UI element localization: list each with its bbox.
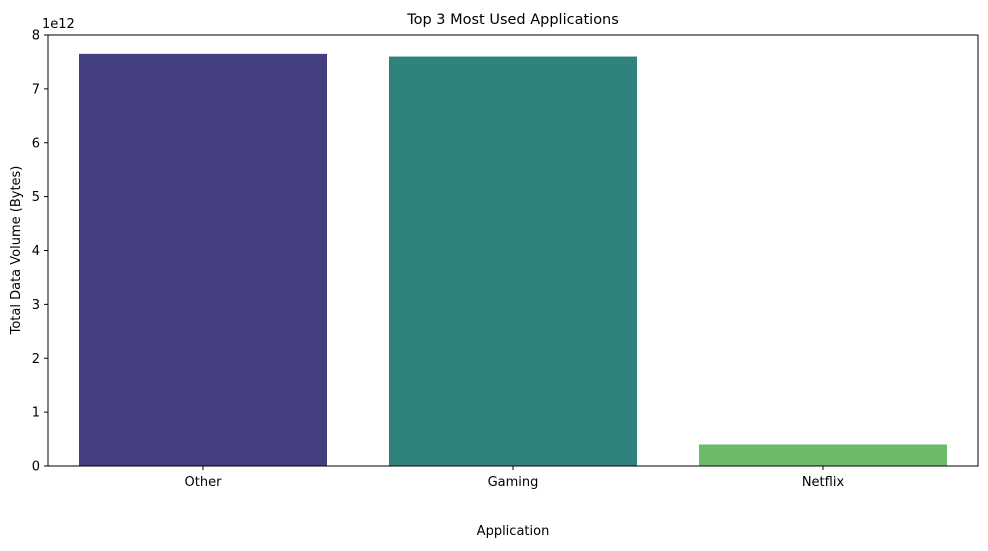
x-tick-label: Netflix bbox=[802, 475, 845, 490]
bar-netflix bbox=[699, 444, 947, 466]
x-axis: Other Gaming Netflix bbox=[185, 466, 845, 490]
bar-other bbox=[79, 53, 327, 466]
y-axis: 0 1 2 3 4 5 6 7 8 bbox=[32, 29, 48, 475]
y-axis-label: Total Data Volume (Bytes) bbox=[9, 166, 24, 336]
y-axis-offset-label: 1e12 bbox=[42, 17, 75, 32]
y-tick-label: 1 bbox=[32, 406, 40, 421]
y-tick-label: 2 bbox=[32, 352, 40, 367]
y-tick-label: 5 bbox=[32, 190, 40, 205]
y-tick-label: 6 bbox=[32, 136, 40, 151]
y-tick-label: 8 bbox=[32, 29, 40, 44]
x-tick-label: Gaming bbox=[488, 475, 539, 490]
chart-title: Top 3 Most Used Applications bbox=[406, 12, 619, 28]
x-tick-label: Other bbox=[185, 475, 223, 490]
y-tick-label: 4 bbox=[32, 244, 40, 259]
y-tick-label: 3 bbox=[32, 298, 40, 313]
y-tick-label: 7 bbox=[32, 82, 40, 97]
y-tick-label: 0 bbox=[32, 460, 40, 475]
x-axis-label: Application bbox=[477, 524, 550, 539]
bars-group bbox=[79, 53, 947, 467]
bar-gaming bbox=[389, 56, 637, 467]
